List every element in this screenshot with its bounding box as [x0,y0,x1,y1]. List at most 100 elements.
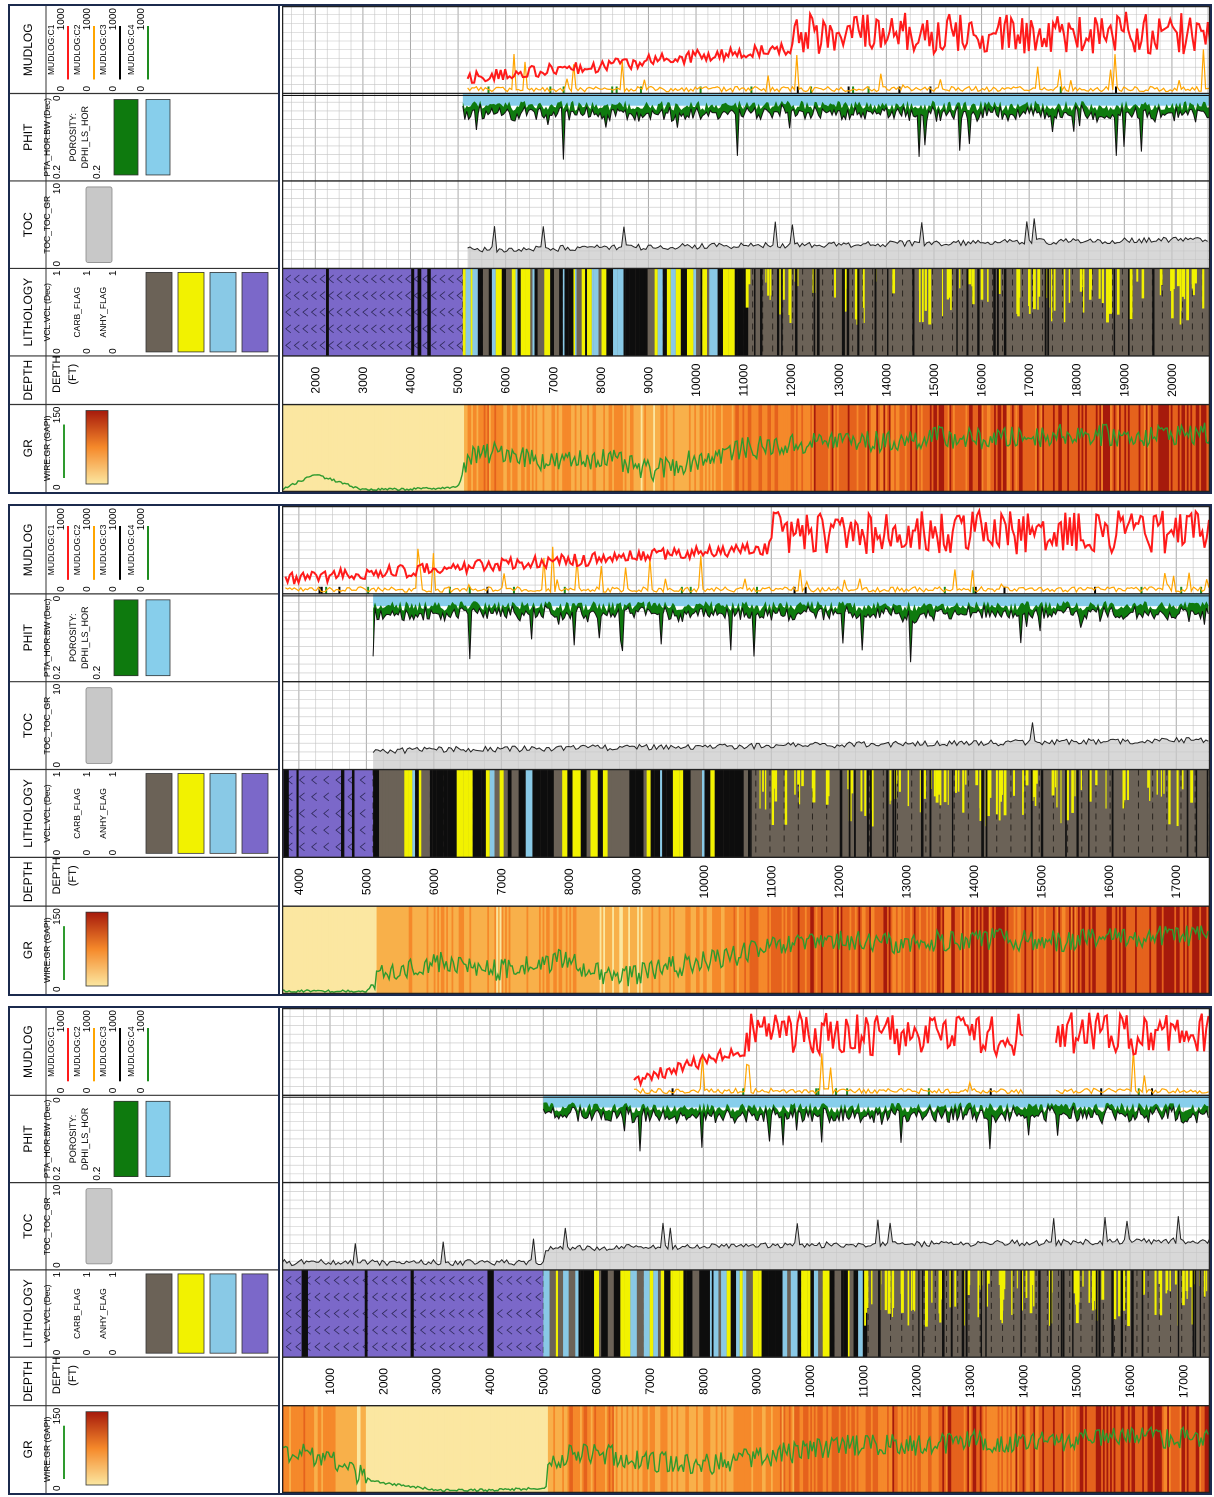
lith-dark-streak [993,268,996,356]
gr-fill-bar [485,906,488,994]
gr-fill-bar [364,1405,367,1493]
gr-fill-bar [746,906,749,994]
lith-anhydrite-symbol [506,1292,513,1302]
gr-fill-bar [1095,1405,1099,1493]
depth-tick-label: 15000 [927,363,941,397]
lith-interbed [601,1269,608,1358]
lith-anhydrite-block [282,268,463,356]
gr-fill-bar [662,404,665,492]
gr-fill-bar [1122,1405,1125,1493]
lith-anhydrite-symbol [448,1292,455,1302]
legend-swatch-lith-2 [209,272,237,353]
mudlog-c3c4-spike [835,1088,838,1096]
lith-anhydrite-symbol [430,274,437,284]
gr-fill-bar [1193,906,1197,994]
gr-fill-bar [430,906,433,994]
gr-track [282,404,1210,492]
gr-fill-bar [469,1405,472,1493]
gr-fill-bar [1117,906,1120,994]
mudlog-c3c4-spike [563,586,566,594]
legend-anhy-label: ANHY_FLAG [98,1288,108,1339]
gr-fill-bar [383,404,387,492]
gr-fill-bar [862,906,865,994]
gr-fill-bar [1101,404,1104,492]
mudlog-c3c4-spike [817,1088,820,1096]
gr-fill-bar [617,1405,620,1493]
gr-fill-bar [560,404,563,492]
legend-toc-max: 10 [52,683,63,695]
lith-interbed [630,1269,637,1358]
lith-anhydrite-symbol [381,1342,388,1352]
gr-fill-bar [960,404,963,492]
gr-fill-bar [954,906,958,994]
lith-sand-streak [1021,1269,1024,1311]
gr-fill-bar [842,906,845,994]
gr-fill-bar [460,404,463,492]
toc-fill [373,722,1209,770]
lith-interbed [421,769,424,858]
lith-sand-streak [1176,268,1180,287]
gr-fill-bar [1133,906,1136,994]
gr-fill-bar [658,404,661,492]
depth-tick-label: 6000 [499,367,513,394]
gr-fill-bar [440,404,444,492]
legend-vcl-min: 0 [52,849,63,855]
gr-fill-bar [1183,906,1186,994]
gr-fill-bar [687,1405,690,1493]
gr-fill-bar [1090,404,1093,492]
gr-fill-bar [701,1405,704,1493]
mudlog-track [633,1009,1210,1096]
gr-fill-bar [990,906,993,994]
gr-fill-bar [392,906,395,994]
lith-dark-streak [816,268,820,356]
lith-sand-streak [939,769,942,806]
gr-fill-bar [453,906,456,994]
gr-fill-bar [997,906,1000,994]
lith-interbed [717,268,723,356]
lith-interbed [651,268,655,356]
gr-fill-bar [790,906,793,994]
gr-fill-bar [494,404,497,492]
gr-fill-bar [294,404,297,492]
depth-tick-label: 16000 [1102,865,1116,899]
gr-fill-bar [613,404,617,492]
depth-tick-label: 4000 [292,868,306,895]
lith-anhydrite-symbol [422,307,429,317]
gr-fill-bar [422,906,426,994]
gr-fill-bar [342,906,345,994]
gr-fill-bar [1165,1405,1168,1493]
gr-fill-bar [835,404,838,492]
gr-fill-bar [538,906,542,994]
lith-interbed [495,268,502,356]
gr-fill-bar [337,404,340,492]
lith-interbed [607,1269,614,1358]
gr-fill-bar [776,1405,779,1493]
log-plot: 2000 3000 4000 5000 6000 7000 8000 9000 10000 110… [282,6,1210,492]
gr-fill-bar [447,906,451,994]
gr-fill-bar [569,1405,572,1493]
gr-fill-bar [538,1405,542,1493]
gr-fill-bar [335,404,338,492]
lith-anhydrite-symbol [405,341,411,350]
gr-fill-bar [903,1405,906,1493]
lith-anhydrite-symbol [456,307,463,317]
legend-c3-min: 0 [108,1087,119,1093]
gr-fill-bar [483,906,486,994]
lith-sand-streak [1025,769,1029,786]
gr-fill-bar [323,906,326,994]
lith-interbed [472,268,478,356]
gr-fill-bar [1036,906,1040,994]
gr-fill-bar [640,404,643,492]
gr-fill-bar [1049,404,1052,492]
lith-interbed [653,1269,658,1358]
gr-fill-bar [512,1405,515,1493]
lith-sand-streak [988,769,992,798]
lith-dark-streak [776,268,780,356]
lith-anhydrite-symbol [391,1309,398,1318]
gr-fill-bar [992,404,995,492]
lith-interbed [693,268,697,356]
lith-sand-streak [1060,769,1062,824]
lith-anhydrite-symbol [347,792,354,802]
gr-fill-bar [804,906,808,994]
gr-fill-bar [563,906,567,994]
